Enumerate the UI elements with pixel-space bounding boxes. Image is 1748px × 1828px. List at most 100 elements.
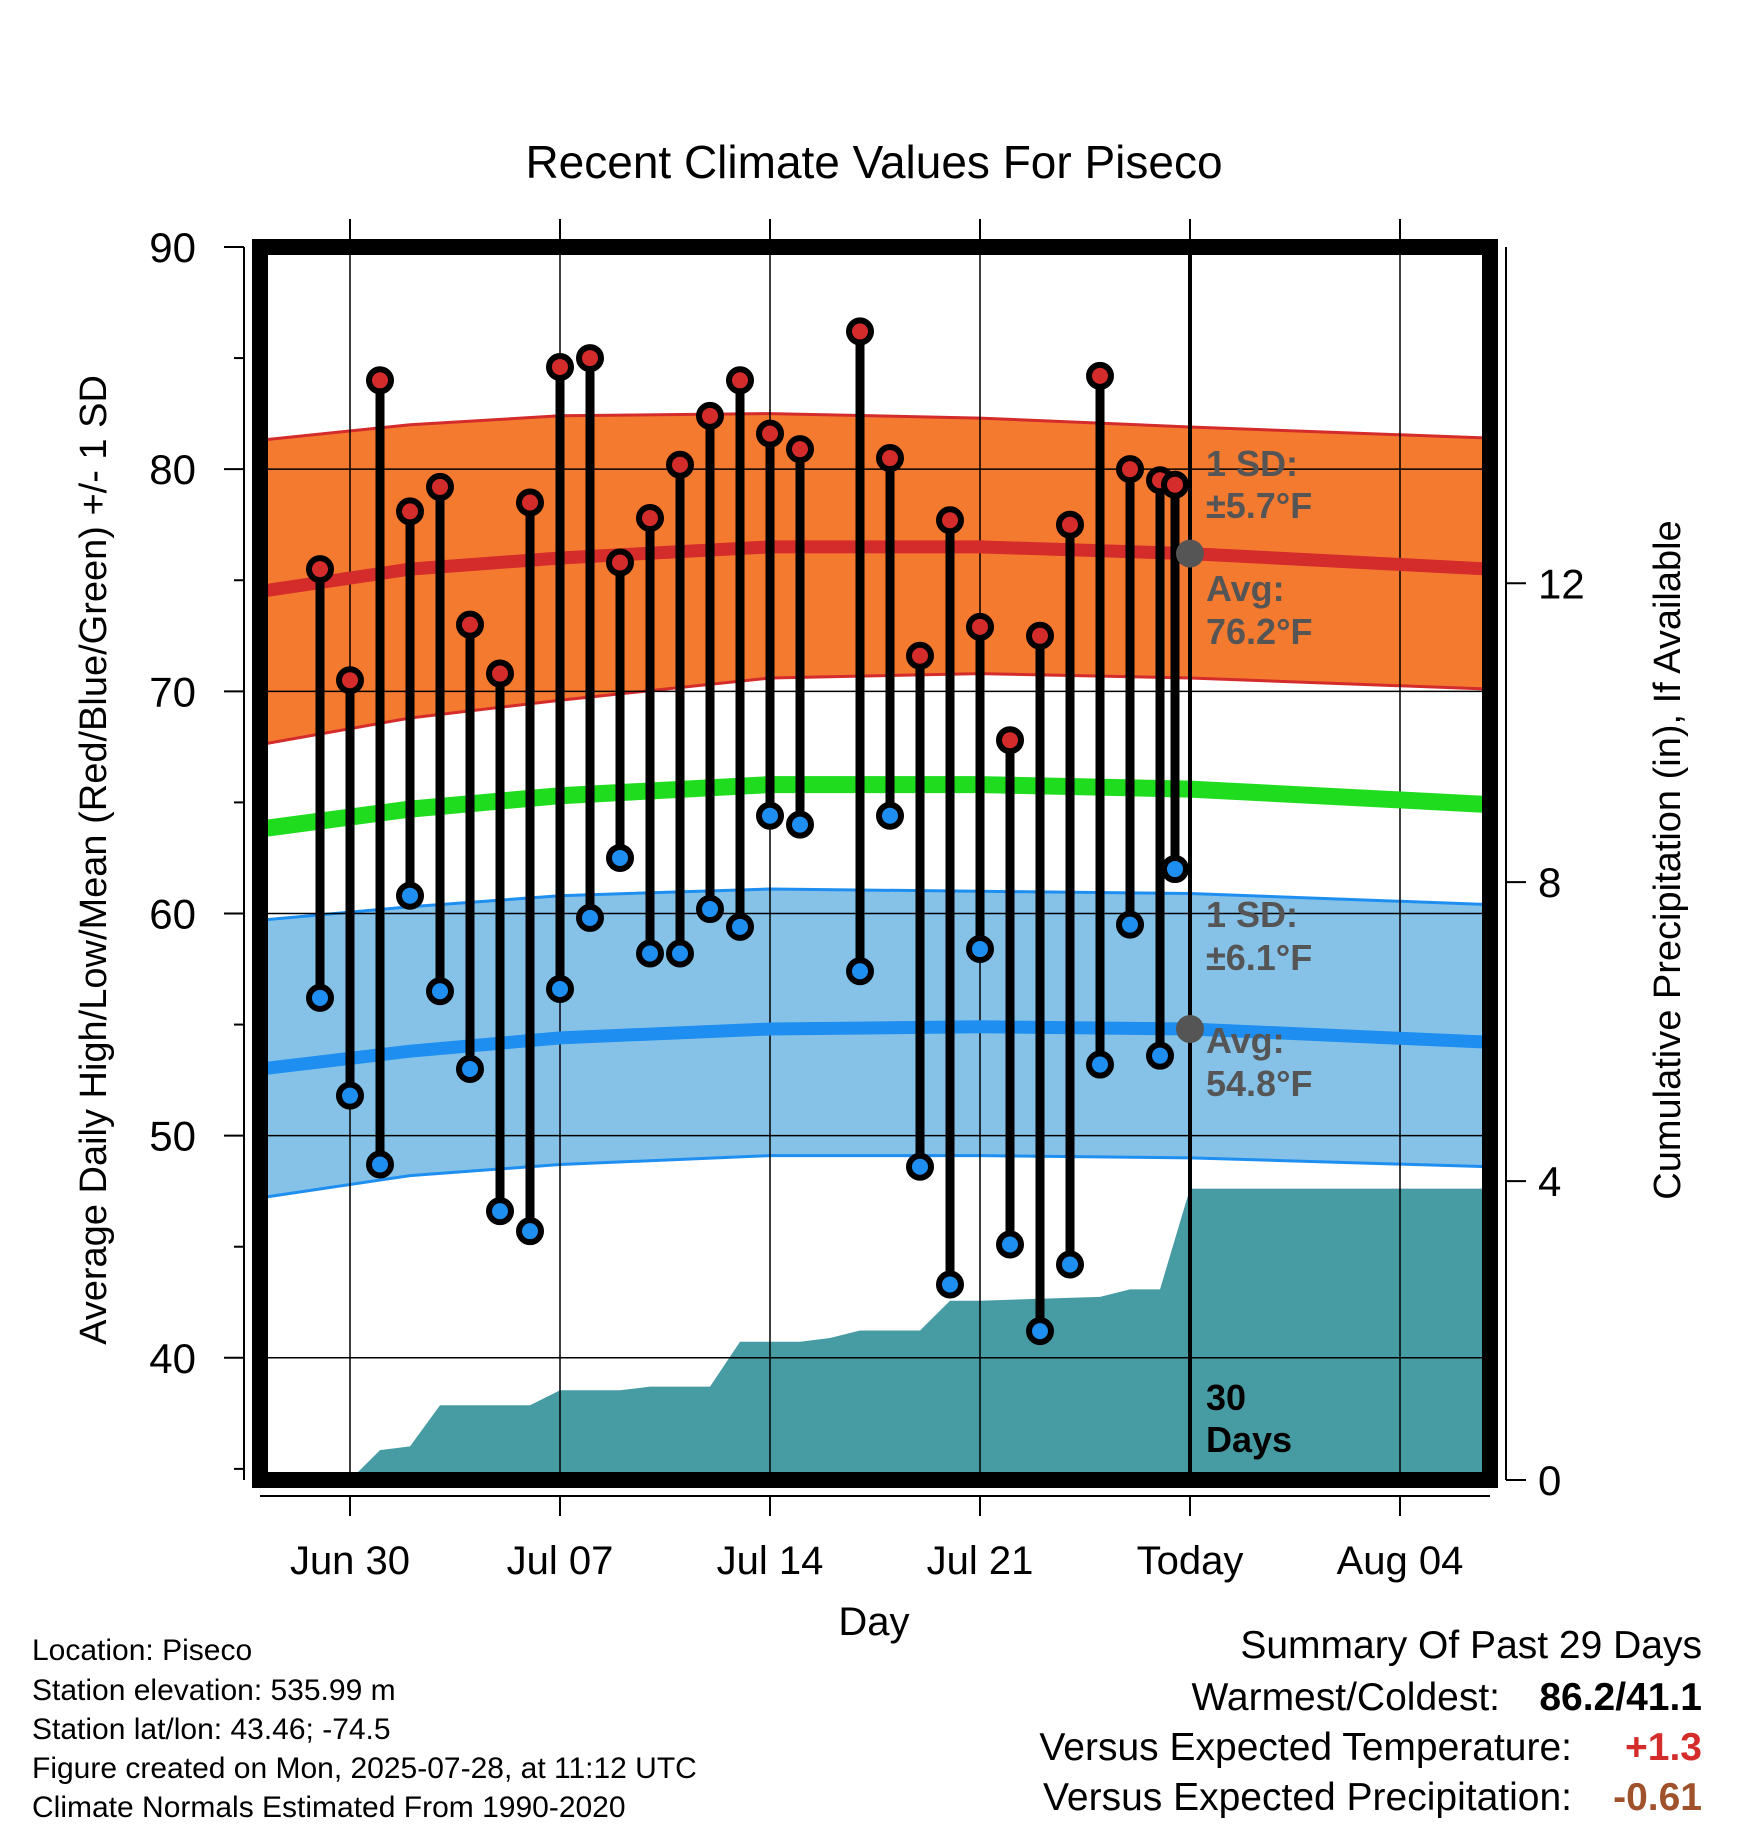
station-location: Location: Piseco bbox=[32, 1634, 252, 1667]
y-tick-label: 40 bbox=[149, 1335, 196, 1382]
daily-low-marker bbox=[846, 957, 874, 986]
daily-low-marker bbox=[726, 912, 754, 941]
daily-low-marker bbox=[426, 977, 454, 1006]
climate-normals-period: Climate Normals Estimated From 1990-2020 bbox=[32, 1791, 626, 1824]
daily-low-marker bbox=[606, 843, 634, 872]
daily-low-marker bbox=[1026, 1317, 1054, 1346]
temp-departure-value: +1.3 bbox=[1625, 1726, 1702, 1769]
y2-tick-label: 12 bbox=[1538, 560, 1585, 607]
y-tick-label: 60 bbox=[149, 890, 196, 937]
daily-low-marker bbox=[696, 895, 724, 924]
precip-days-number: 30 bbox=[1206, 1377, 1246, 1418]
high-avg-value: 76.2°F bbox=[1206, 611, 1312, 652]
daily-low-marker bbox=[1056, 1250, 1084, 1279]
low-sd-band bbox=[260, 889, 1490, 1198]
precip-days-word: Days bbox=[1206, 1419, 1292, 1460]
high-sd-label: 1 SD: bbox=[1206, 443, 1298, 484]
daily-high-marker bbox=[936, 506, 964, 535]
daily-low-marker bbox=[546, 975, 574, 1004]
high-avg-label: Avg: bbox=[1206, 568, 1285, 609]
daily-low-marker bbox=[786, 810, 814, 839]
daily-low-marker bbox=[456, 1055, 484, 1083]
daily-high-marker bbox=[1026, 621, 1054, 650]
daily-high-marker bbox=[486, 659, 514, 688]
daily-high-marker bbox=[1086, 361, 1114, 390]
y-tick-label: 70 bbox=[149, 668, 196, 715]
daily-high-marker bbox=[636, 504, 664, 533]
precip-departure-label: Versus Expected Precipitation: bbox=[1043, 1776, 1572, 1819]
low-sd-label: 1 SD: bbox=[1206, 894, 1298, 935]
low-avg-label: Avg: bbox=[1206, 1020, 1285, 1061]
high-sd-value: ±5.7°F bbox=[1206, 485, 1312, 526]
daily-high-marker bbox=[456, 610, 484, 639]
x-tick-label: Jun 30 bbox=[290, 1539, 410, 1583]
plot-border bbox=[252, 239, 1498, 1488]
daily-low-marker bbox=[666, 939, 694, 968]
summary-heading: Summary Of Past 29 Days bbox=[1240, 1624, 1702, 1667]
daily-high-marker bbox=[366, 366, 394, 395]
daily-low-marker bbox=[966, 935, 994, 964]
daily-high-marker bbox=[756, 419, 784, 448]
daily-high-marker bbox=[516, 488, 544, 517]
y2-tick-label: 8 bbox=[1538, 859, 1561, 906]
daily-low-marker bbox=[1161, 855, 1189, 884]
precip-departure-value: -0.61 bbox=[1613, 1776, 1702, 1819]
precip-area bbox=[350, 1188, 1490, 1480]
daily-low-marker bbox=[306, 983, 334, 1012]
summary-box: Summary Of Past 29 Days Warmest/Coldest:… bbox=[1039, 1624, 1702, 1819]
daily-high-marker bbox=[336, 666, 364, 695]
daily-low-marker bbox=[756, 801, 784, 830]
daily-high-marker bbox=[396, 497, 424, 526]
daily-low-marker bbox=[516, 1217, 544, 1246]
x-tick-label: Aug 04 bbox=[1337, 1539, 1464, 1583]
daily-low-marker bbox=[936, 1270, 964, 1299]
daily-high-marker bbox=[846, 317, 874, 346]
x-tick-label: Jul 07 bbox=[507, 1539, 614, 1583]
chart-title: Recent Climate Values For Piseco bbox=[525, 136, 1222, 188]
y2-tick-label: 4 bbox=[1538, 1158, 1561, 1205]
daily-high-marker bbox=[426, 472, 454, 501]
temp-departure-label: Versus Expected Temperature: bbox=[1039, 1726, 1572, 1769]
daily-low-marker bbox=[876, 801, 904, 830]
station-elevation: Station elevation: 535.99 m bbox=[32, 1674, 396, 1707]
daily-low-marker bbox=[486, 1197, 514, 1226]
daily-high-marker bbox=[876, 444, 904, 473]
daily-high-marker bbox=[666, 450, 694, 479]
daily-high-marker bbox=[906, 641, 934, 670]
daily-high-marker bbox=[576, 344, 604, 373]
daily-low-marker bbox=[636, 939, 664, 968]
daily-high-marker bbox=[546, 352, 574, 381]
y2-tick-label: 0 bbox=[1538, 1457, 1561, 1504]
figure-created: Figure created on Mon, 2025-07-28, at 11… bbox=[32, 1752, 697, 1785]
daily-high-marker bbox=[1116, 455, 1144, 484]
x-tick-label: Jul 14 bbox=[717, 1539, 824, 1583]
axes: 40 50 60 70 80 90 0 4 8 12 Jun 30 Jul 07 Jul 14 Jul 2… bbox=[149, 219, 1585, 1583]
station-latlon: Station lat/lon: 43.46; -74.5 bbox=[32, 1713, 391, 1746]
daily-high-marker bbox=[606, 548, 634, 577]
y2-axis-label: Cumulative Precipitation (in), If Availa… bbox=[1647, 520, 1689, 1199]
daily-high-marker bbox=[1056, 510, 1084, 539]
daily-low-marker bbox=[576, 903, 604, 932]
station-info: Location: Piseco Station elevation: 535.… bbox=[32, 1634, 697, 1824]
daily-low-marker bbox=[906, 1152, 934, 1181]
daily-low-marker bbox=[1146, 1041, 1174, 1070]
daily-low-marker bbox=[1086, 1050, 1114, 1079]
y-tick-label: 90 bbox=[149, 224, 196, 271]
x-tick-label: Jul 21 bbox=[927, 1539, 1034, 1583]
daily-low-marker bbox=[1116, 910, 1144, 939]
daily-low-marker bbox=[336, 1081, 364, 1110]
x-axis-label: Day bbox=[838, 1600, 909, 1644]
daily-high-marker bbox=[306, 555, 334, 584]
daily-high-marker bbox=[996, 726, 1024, 755]
today-high-avg-marker bbox=[1176, 539, 1204, 568]
y-tick-label: 50 bbox=[149, 1113, 196, 1160]
x-tick-label: Today bbox=[1137, 1539, 1244, 1583]
today-low-avg-marker bbox=[1176, 1015, 1204, 1044]
low-avg-value: 54.8°F bbox=[1206, 1063, 1312, 1104]
plot-frame bbox=[252, 239, 1498, 1488]
warmest-coldest-label: Warmest/Coldest: bbox=[1192, 1676, 1500, 1719]
warmest-coldest-value: 86.2/41.1 bbox=[1539, 1676, 1702, 1719]
